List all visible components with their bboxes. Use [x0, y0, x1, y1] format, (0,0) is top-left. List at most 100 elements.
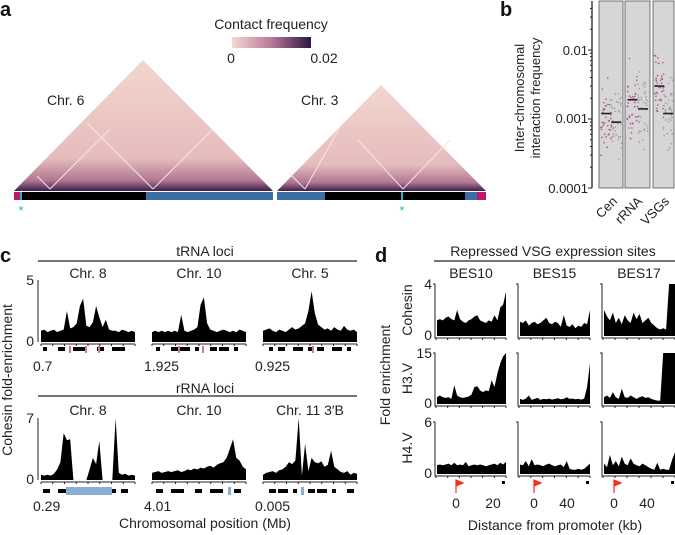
data-point	[665, 119, 667, 121]
data-point	[631, 122, 634, 125]
data-point	[664, 110, 667, 112]
data-point	[630, 96, 632, 99]
data-point	[627, 86, 629, 88]
data-point	[613, 107, 616, 110]
data-point	[638, 71, 641, 73]
data-point	[600, 128, 603, 131]
panel-b: b Inter-chromosomal interaction frequenc…	[500, 0, 675, 228]
data-point	[633, 105, 636, 108]
gene-annotation	[97, 347, 104, 351]
data-point	[602, 109, 605, 112]
data-point	[638, 121, 640, 124]
row-label: Cohesin	[399, 284, 415, 335]
data-point	[659, 86, 662, 89]
data-point	[643, 128, 645, 130]
data-point	[629, 122, 632, 125]
data-point	[642, 101, 645, 104]
data-point	[607, 103, 609, 106]
data-point	[606, 146, 609, 149]
data-point	[602, 124, 605, 126]
category-box	[624, 0, 651, 189]
gene-annotation	[180, 347, 190, 351]
track-title: Chr. 10	[176, 265, 221, 281]
gene-annotation	[332, 489, 336, 493]
ytick-label: 4	[424, 276, 432, 292]
data-point	[656, 92, 659, 95]
data-point	[602, 101, 605, 104]
xtick-label: 0	[452, 495, 460, 511]
coverage-area	[437, 291, 506, 336]
data-point	[638, 115, 640, 118]
data-point	[671, 99, 674, 102]
ytick-label: 0.001	[555, 111, 588, 126]
data-point	[671, 93, 673, 95]
data-point	[600, 136, 603, 139]
data-point	[615, 133, 618, 136]
data-point	[666, 132, 669, 135]
data-point	[616, 122, 619, 125]
chr6-label: Chr. 6	[47, 92, 85, 108]
ytick-label: 7	[26, 410, 34, 426]
panel-c: c tRNA loci rRNA loci Cohesin fold-enric…	[0, 243, 358, 531]
data-point	[668, 107, 671, 110]
data-point	[655, 61, 657, 63]
category-box	[598, 0, 624, 189]
data-point	[636, 116, 639, 119]
heatmap-chr3	[277, 85, 486, 191]
data-point	[603, 122, 606, 124]
gene-annotation	[121, 489, 128, 493]
data-point	[617, 101, 620, 104]
data-point	[668, 117, 671, 120]
data-point	[605, 136, 607, 138]
data-point	[663, 105, 665, 107]
track-title: Chr. 5	[291, 265, 329, 281]
rrna-gene-mark	[228, 487, 231, 495]
data-point	[669, 146, 671, 149]
data-point	[631, 127, 633, 129]
gene-annotation	[43, 347, 47, 351]
gene-annotation	[347, 347, 351, 351]
panel-label-a: a	[0, 0, 12, 21]
ylabel: Fold enrichment	[377, 325, 393, 425]
gene-annotation	[195, 347, 199, 351]
gene-annotation	[210, 489, 220, 493]
data-point	[612, 127, 615, 129]
data-point	[620, 102, 622, 104]
xlabel: Distance from promoter (kb)	[468, 517, 642, 533]
data-point	[626, 118, 629, 120]
promoter-flag-icon	[533, 479, 543, 493]
gene-annotation	[308, 347, 312, 351]
data-point	[611, 135, 614, 138]
data-point	[608, 133, 610, 135]
gene-annotation	[156, 347, 160, 351]
data-point	[662, 116, 665, 118]
xtick-label: 40	[639, 495, 655, 511]
data-point	[609, 129, 612, 131]
data-point	[662, 89, 665, 92]
coverage-area	[604, 452, 675, 474]
ytick-label: 0.01	[563, 43, 588, 58]
data-point	[631, 113, 633, 116]
data-point	[606, 125, 609, 127]
coverage-area	[263, 418, 357, 480]
gene-annotation	[219, 489, 223, 493]
gene-annotation	[347, 489, 354, 493]
xtick-label: 0	[610, 495, 618, 511]
data-point	[612, 133, 615, 135]
chr3-label: Chr. 3	[301, 92, 339, 108]
data-point	[614, 93, 617, 95]
promoter-flag-icon	[455, 479, 465, 493]
trna-gene-mark	[202, 346, 204, 353]
data-point	[640, 130, 642, 133]
data-point	[669, 105, 671, 108]
data-point	[603, 133, 606, 135]
data-point	[628, 95, 631, 97]
data-point	[644, 86, 646, 88]
data-point	[610, 137, 613, 140]
coverage-area	[152, 439, 246, 480]
data-point	[669, 94, 672, 96]
gene-annotation	[112, 489, 116, 493]
data-point	[607, 119, 610, 122]
data-point	[632, 97, 635, 100]
data-point	[614, 110, 616, 113]
